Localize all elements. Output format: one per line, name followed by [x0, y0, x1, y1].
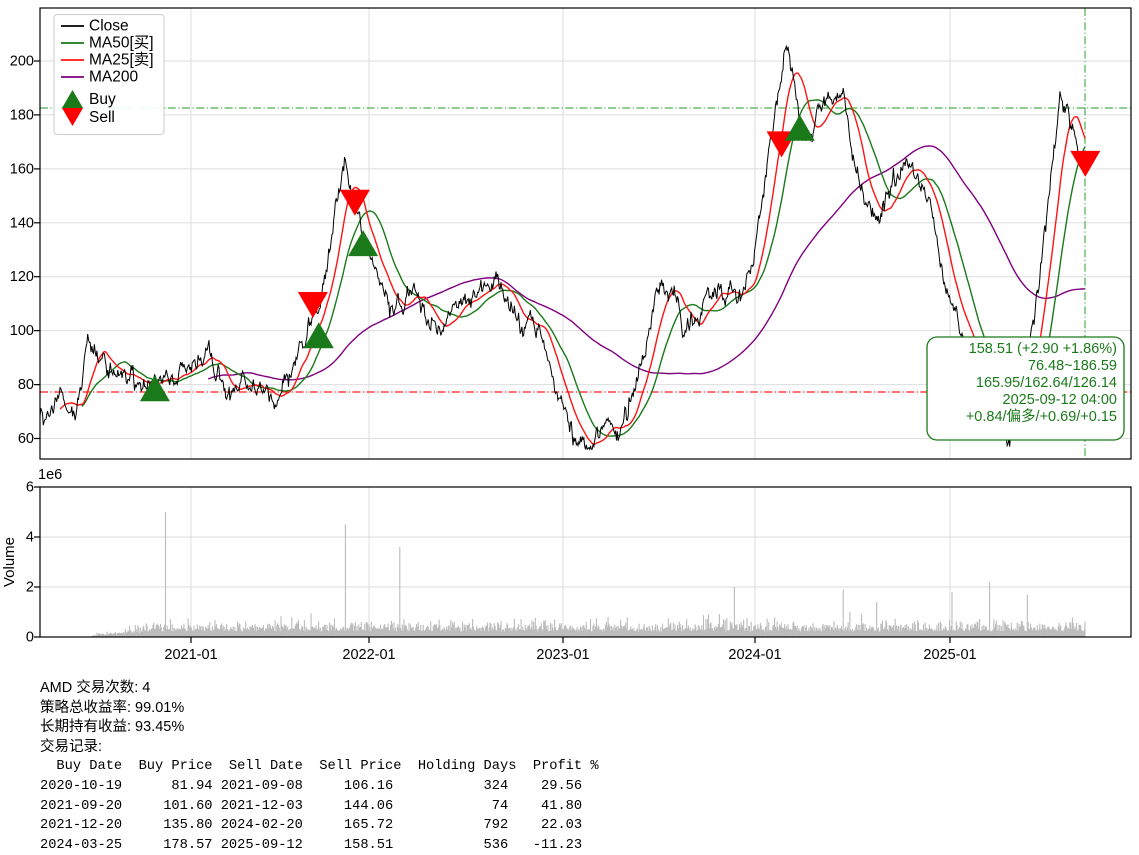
svg-text:165.95/162.64/126.14: 165.95/162.64/126.14 [976, 375, 1117, 391]
svg-text:MA50[买]: MA50[买] [89, 34, 154, 52]
svg-text:4: 4 [26, 530, 34, 546]
svg-text:2023-01: 2023-01 [536, 647, 589, 663]
svg-text:2022-01: 2022-01 [342, 647, 395, 663]
svg-text:76.48~186.59: 76.48~186.59 [1028, 358, 1117, 374]
svg-text:2025-01: 2025-01 [923, 647, 976, 663]
svg-text:0: 0 [26, 630, 34, 646]
svg-text:1e6: 1e6 [38, 467, 62, 483]
svg-text:180: 180 [10, 107, 34, 123]
svg-text:2: 2 [26, 580, 34, 596]
svg-text:120: 120 [10, 269, 34, 285]
svg-text:Close: Close [89, 18, 129, 35]
svg-text:60: 60 [18, 431, 34, 447]
svg-text:2024-01: 2024-01 [728, 647, 781, 663]
svg-text:140: 140 [10, 215, 34, 231]
svg-text:+0.84/偏多/+0.69/+0.15: +0.84/偏多/+0.69/+0.15 [966, 408, 1117, 425]
svg-text:2025-09-12 04:00: 2025-09-12 04:00 [1003, 392, 1118, 408]
svg-text:MA25[卖]: MA25[卖] [89, 51, 154, 69]
svg-text:6: 6 [26, 480, 34, 496]
svg-text:158.51 (+2.90 +1.86%): 158.51 (+2.90 +1.86%) [969, 341, 1117, 357]
svg-text:2021-01: 2021-01 [164, 647, 217, 663]
svg-text:160: 160 [10, 161, 34, 177]
svg-text:MA200: MA200 [89, 69, 138, 86]
svg-text:100: 100 [10, 323, 34, 339]
svg-text:Sell: Sell [89, 109, 115, 126]
svg-text:80: 80 [18, 377, 34, 393]
svg-text:Buy: Buy [89, 91, 116, 108]
svg-text:200: 200 [10, 54, 34, 70]
svg-text:Volume: Volume [1, 537, 18, 587]
